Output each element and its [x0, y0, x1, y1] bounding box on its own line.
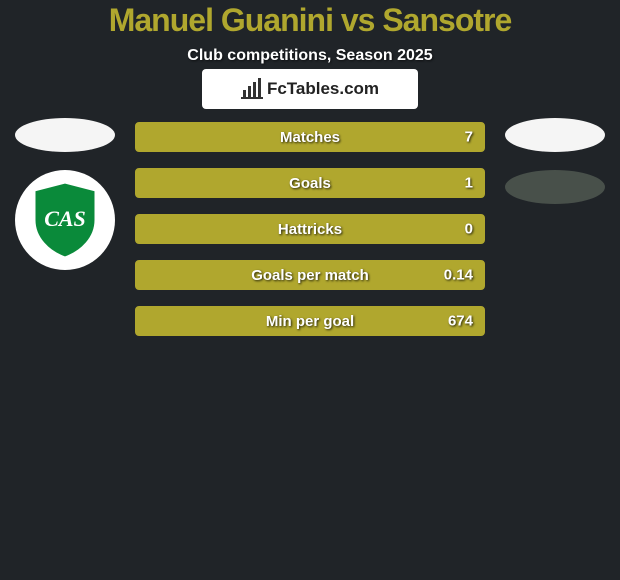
stat-value: 0.14 [444, 267, 473, 284]
stat-value: 0 [465, 221, 473, 238]
stat-label: Min per goal [266, 313, 354, 330]
stat-value: 7 [465, 129, 473, 146]
bar-chart-icon [241, 78, 263, 100]
left-column: CAS [10, 118, 120, 270]
stat-row: Goals 1 [135, 168, 485, 198]
badge-letters: CAS [44, 206, 86, 231]
left-placeholder-ellipse [15, 118, 115, 152]
stat-value: 674 [448, 313, 473, 330]
team-badge: CAS [15, 170, 115, 270]
stat-label: Matches [280, 129, 340, 146]
stat-value: 1 [465, 175, 473, 192]
stat-row: Min per goal 674 [135, 306, 485, 336]
brand-box: FcTables.com [202, 69, 418, 109]
stat-row: Hattricks 0 [135, 214, 485, 244]
right-placeholder-ellipse-2 [505, 170, 605, 204]
stat-label: Goals per match [251, 267, 369, 284]
right-column [500, 118, 610, 222]
stats-panel: Matches 7 Goals 1 Hattricks 0 Goals per match 0… [135, 122, 485, 352]
stat-row: Goals per match 0.14 [135, 260, 485, 290]
stat-label: Goals [289, 175, 331, 192]
page-title: Manuel Guanini vs Sansotre [0, 0, 620, 39]
shield-icon: CAS [30, 180, 100, 260]
right-placeholder-ellipse-1 [505, 118, 605, 152]
subtitle: Club competitions, Season 2025 [0, 47, 620, 65]
stat-label: Hattricks [278, 221, 342, 238]
brand-text: FcTables.com [267, 79, 379, 99]
stat-row: Matches 7 [135, 122, 485, 152]
